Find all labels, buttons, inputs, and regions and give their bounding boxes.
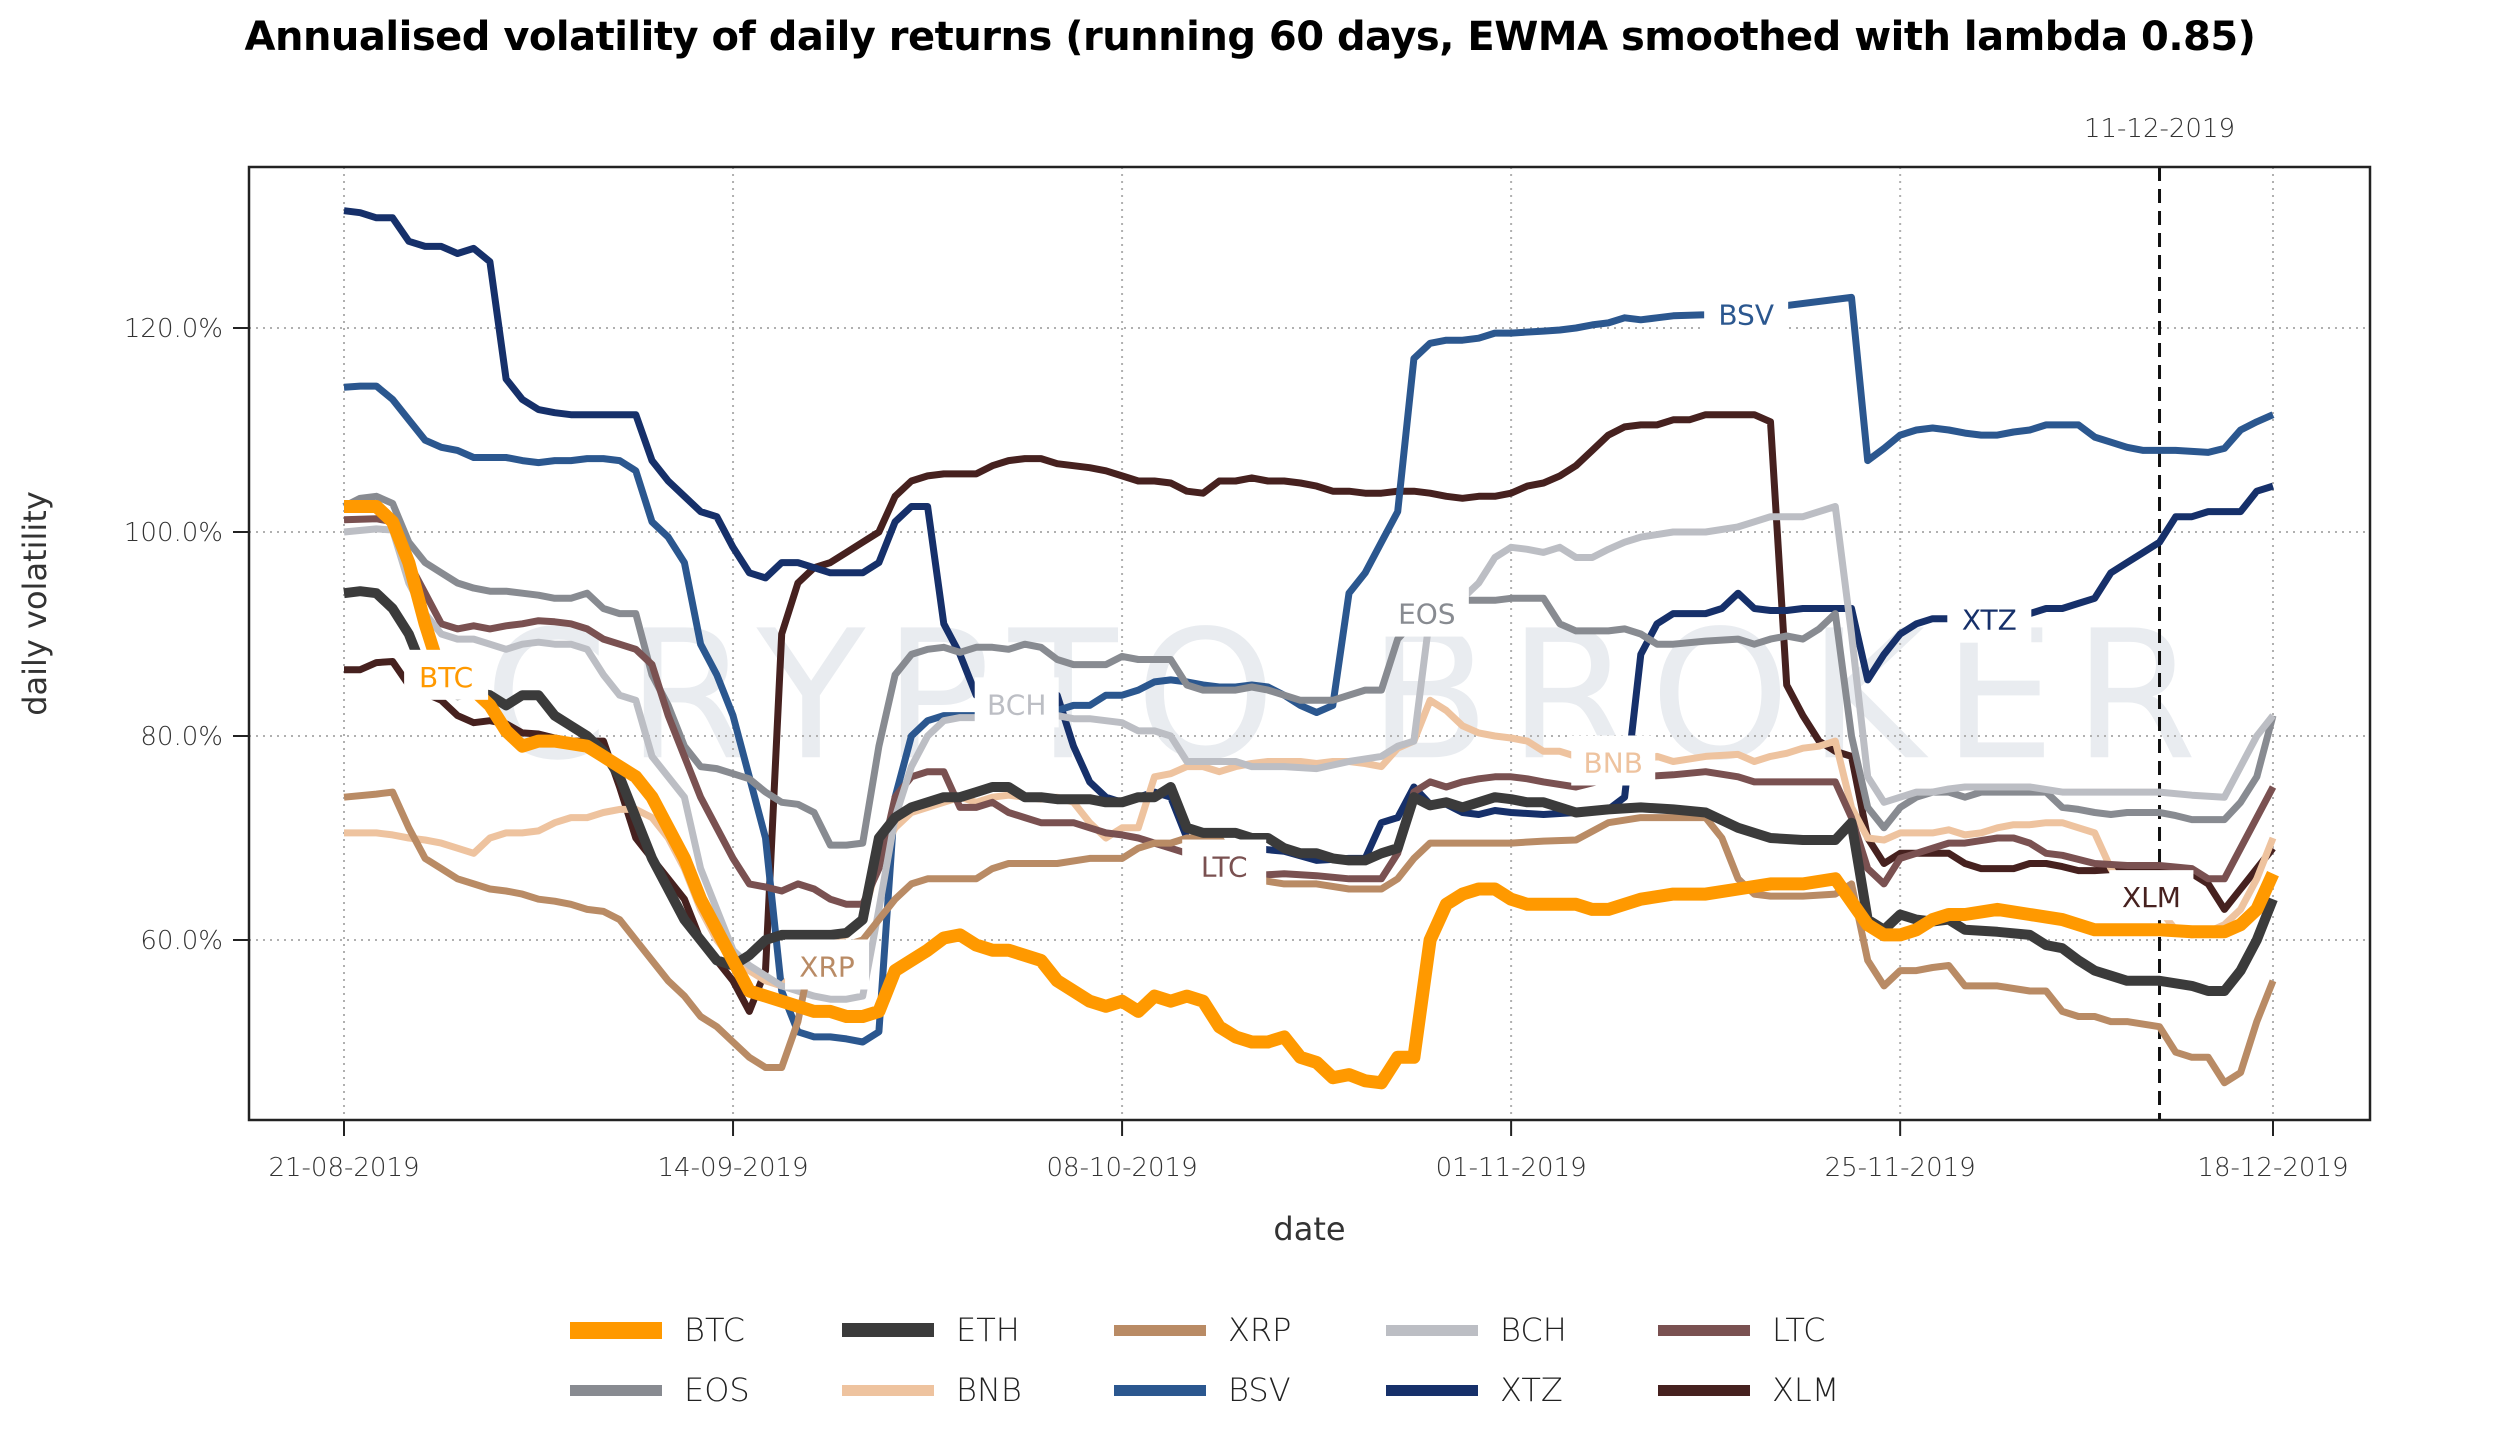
legend-label: XTZ xyxy=(1500,1371,1563,1409)
series-line-ltc xyxy=(343,515,2277,908)
series-label-box xyxy=(404,649,489,700)
series-label-box xyxy=(974,677,1059,728)
legend-swatch xyxy=(570,1321,662,1339)
series-label-box xyxy=(1571,735,1656,786)
x-tick-label: 08-10-2019 xyxy=(1047,1153,1198,1183)
legend-swatch xyxy=(570,1384,662,1396)
legend-label: LTC xyxy=(1772,1311,1826,1349)
y-tick-label: 120.0% xyxy=(124,314,223,344)
legend-swatch xyxy=(1386,1324,1478,1336)
y-tick-label: 60.0% xyxy=(140,926,223,956)
legend-swatch xyxy=(842,1384,934,1396)
series-label-box xyxy=(785,939,870,990)
legend-item-bch: BCH xyxy=(1386,1311,1658,1349)
series-label-box xyxy=(1704,287,1789,338)
x-axis-title: date xyxy=(1273,1210,1345,1248)
legend-item-eth: ETH xyxy=(842,1311,1114,1349)
legend-swatch xyxy=(1114,1324,1206,1336)
x-tick-label: 25-11-2019 xyxy=(1825,1153,1976,1183)
series-label-box xyxy=(1947,592,2032,643)
legend-label: BTC xyxy=(684,1311,745,1349)
legend-item-xtz: XTZ xyxy=(1386,1371,1658,1409)
x-tick-label: 21-08-2019 xyxy=(268,1153,419,1183)
series-line-xrp xyxy=(343,788,2277,1087)
legend-item-bsv: BSV xyxy=(1114,1371,1386,1409)
series-label-bnb: BNB xyxy=(1584,747,1643,780)
series-label-box xyxy=(1182,839,1267,890)
series-label-ltc: LTC xyxy=(1201,851,1248,884)
legend-label: BSV xyxy=(1228,1371,1291,1409)
series-label-box xyxy=(1384,586,1469,637)
y-axis-title: daily volatility xyxy=(16,491,54,716)
legend-label: XLM xyxy=(1772,1371,1840,1409)
series-label-xlm: XLM xyxy=(2122,881,2181,914)
series-line-btc xyxy=(344,500,2279,1090)
y-tick-label: 80.0% xyxy=(140,722,223,752)
y-tick-label: 100.0% xyxy=(124,518,223,548)
legend-label: XRP xyxy=(1228,1311,1292,1349)
legend: BTC ETH XRP BCH LTC EOS BNB BSV XTZ XLM xyxy=(0,1300,2500,1420)
legend-label: BCH xyxy=(1500,1311,1567,1349)
legend-item-xlm: XLM xyxy=(1658,1371,1930,1409)
x-tick-label: 14-09-2019 xyxy=(657,1153,808,1183)
legend-swatch xyxy=(1386,1384,1478,1396)
legend-label: BNB xyxy=(956,1371,1022,1409)
legend-swatch xyxy=(1658,1324,1750,1336)
chart-title: Annualised volatility of daily returns (… xyxy=(244,14,2256,60)
series-label-eos: EOS xyxy=(1398,598,1456,631)
plot-frame xyxy=(247,165,2372,1122)
legend-swatch xyxy=(1114,1384,1206,1396)
legend-item-ltc: LTC xyxy=(1658,1311,1930,1349)
series-label-btc: BTC xyxy=(419,661,473,694)
legend-label: EOS xyxy=(684,1371,750,1409)
series-label-bsv: BSV xyxy=(1718,299,1774,332)
legend-item-xrp: XRP xyxy=(1114,1311,1386,1349)
series-label-bch: BCH xyxy=(987,688,1046,721)
series-line-bch xyxy=(343,503,2276,1003)
legend-swatch xyxy=(842,1323,934,1337)
x-tick-label: 01-11-2019 xyxy=(1436,1153,1587,1183)
series-label-box xyxy=(2109,870,2194,921)
legend-swatch xyxy=(1658,1384,1750,1396)
series-label-xrp: XRP xyxy=(799,951,855,984)
series-label-xtz: XTZ xyxy=(1962,604,2017,637)
legend-label: ETH xyxy=(956,1311,1020,1349)
marker-vline-label: 11-12-2019 xyxy=(2084,114,2235,144)
legend-item-btc: BTC xyxy=(570,1311,842,1349)
x-tick-label: 18-12-2019 xyxy=(2197,1153,2348,1183)
legend-item-bnb: BNB xyxy=(842,1371,1114,1409)
legend-item-eos: EOS xyxy=(570,1371,842,1409)
